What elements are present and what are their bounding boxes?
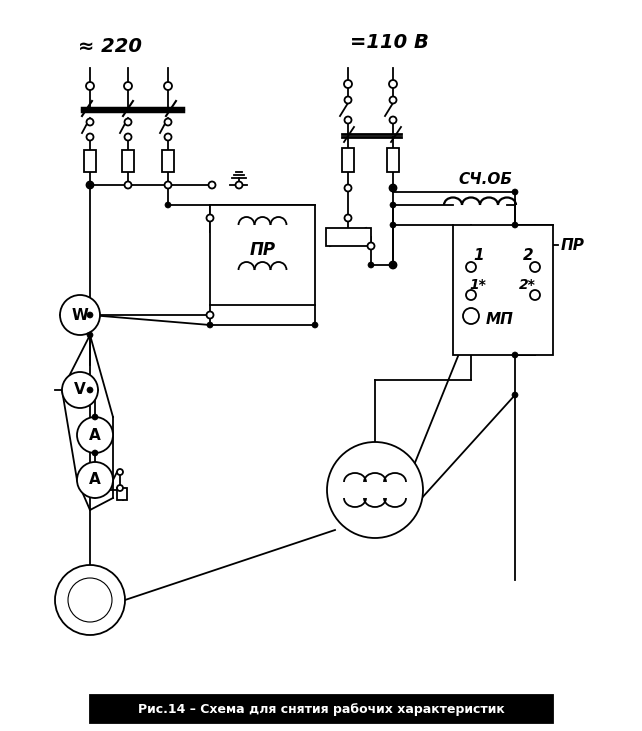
Text: ≈ 220: ≈ 220 (78, 37, 142, 56)
Circle shape (390, 184, 397, 192)
Text: V: V (74, 382, 86, 398)
Bar (326, 228, 371, 246)
Circle shape (390, 262, 396, 268)
Bar (122, 150, 134, 172)
Circle shape (125, 134, 132, 140)
Circle shape (345, 116, 352, 124)
Text: 1*: 1* (469, 278, 486, 292)
Circle shape (87, 332, 93, 338)
Bar (453, 225, 553, 355)
Circle shape (390, 185, 396, 191)
Circle shape (125, 118, 132, 126)
Circle shape (77, 462, 113, 498)
Circle shape (236, 181, 243, 189)
Circle shape (55, 565, 125, 635)
Bar (84, 150, 96, 172)
Text: ПР: ПР (250, 241, 275, 259)
Circle shape (62, 372, 98, 408)
Circle shape (117, 469, 123, 475)
Circle shape (164, 134, 171, 140)
Circle shape (125, 181, 132, 189)
Bar (90, 695, 553, 723)
Circle shape (87, 387, 93, 393)
Text: =110 В: =110 В (350, 32, 429, 51)
Text: W: W (71, 308, 89, 322)
Circle shape (164, 118, 171, 126)
Circle shape (367, 243, 374, 249)
Circle shape (124, 82, 132, 90)
Circle shape (327, 442, 423, 538)
Circle shape (164, 181, 171, 189)
Bar (387, 148, 399, 172)
Circle shape (92, 414, 98, 420)
Circle shape (77, 417, 113, 453)
Text: СЧ.ОБ: СЧ.ОБ (458, 173, 512, 187)
Circle shape (389, 80, 397, 88)
Text: 2*: 2* (519, 278, 536, 292)
Bar (210, 205, 315, 305)
Circle shape (345, 184, 352, 192)
Circle shape (87, 181, 94, 189)
Circle shape (463, 308, 479, 324)
Text: ПР: ПР (561, 238, 585, 252)
Bar (162, 150, 174, 172)
Circle shape (390, 262, 397, 268)
Circle shape (87, 118, 94, 126)
Circle shape (312, 322, 318, 328)
Text: МП: МП (486, 312, 514, 327)
Text: Рис.14 – Схема для снятия рабочих характеристик: Рис.14 – Схема для снятия рабочих характ… (138, 702, 505, 716)
Circle shape (512, 189, 518, 195)
Circle shape (68, 578, 112, 622)
Circle shape (87, 312, 93, 318)
Circle shape (390, 116, 397, 124)
Circle shape (92, 450, 98, 456)
Circle shape (344, 80, 352, 88)
Circle shape (530, 290, 540, 300)
Bar (117, 488, 127, 500)
Text: A: A (89, 472, 101, 488)
Circle shape (512, 352, 518, 358)
Circle shape (60, 295, 100, 335)
Circle shape (207, 214, 214, 221)
Circle shape (345, 96, 352, 104)
Circle shape (87, 182, 93, 188)
Circle shape (207, 322, 213, 328)
Text: 2: 2 (523, 248, 534, 262)
Circle shape (207, 311, 214, 319)
Circle shape (390, 96, 397, 104)
Circle shape (86, 82, 94, 90)
Text: A: A (89, 428, 101, 442)
Circle shape (512, 392, 518, 398)
Circle shape (117, 485, 123, 491)
Circle shape (345, 214, 352, 221)
Circle shape (466, 290, 476, 300)
Circle shape (390, 202, 396, 208)
Bar (342, 148, 354, 172)
Circle shape (209, 181, 216, 189)
Circle shape (87, 134, 94, 140)
Circle shape (512, 222, 518, 228)
Text: 1: 1 (473, 248, 483, 262)
Circle shape (530, 262, 540, 272)
Circle shape (466, 262, 476, 272)
Circle shape (165, 202, 171, 208)
Circle shape (164, 82, 172, 90)
Circle shape (368, 262, 374, 268)
Circle shape (390, 222, 396, 228)
